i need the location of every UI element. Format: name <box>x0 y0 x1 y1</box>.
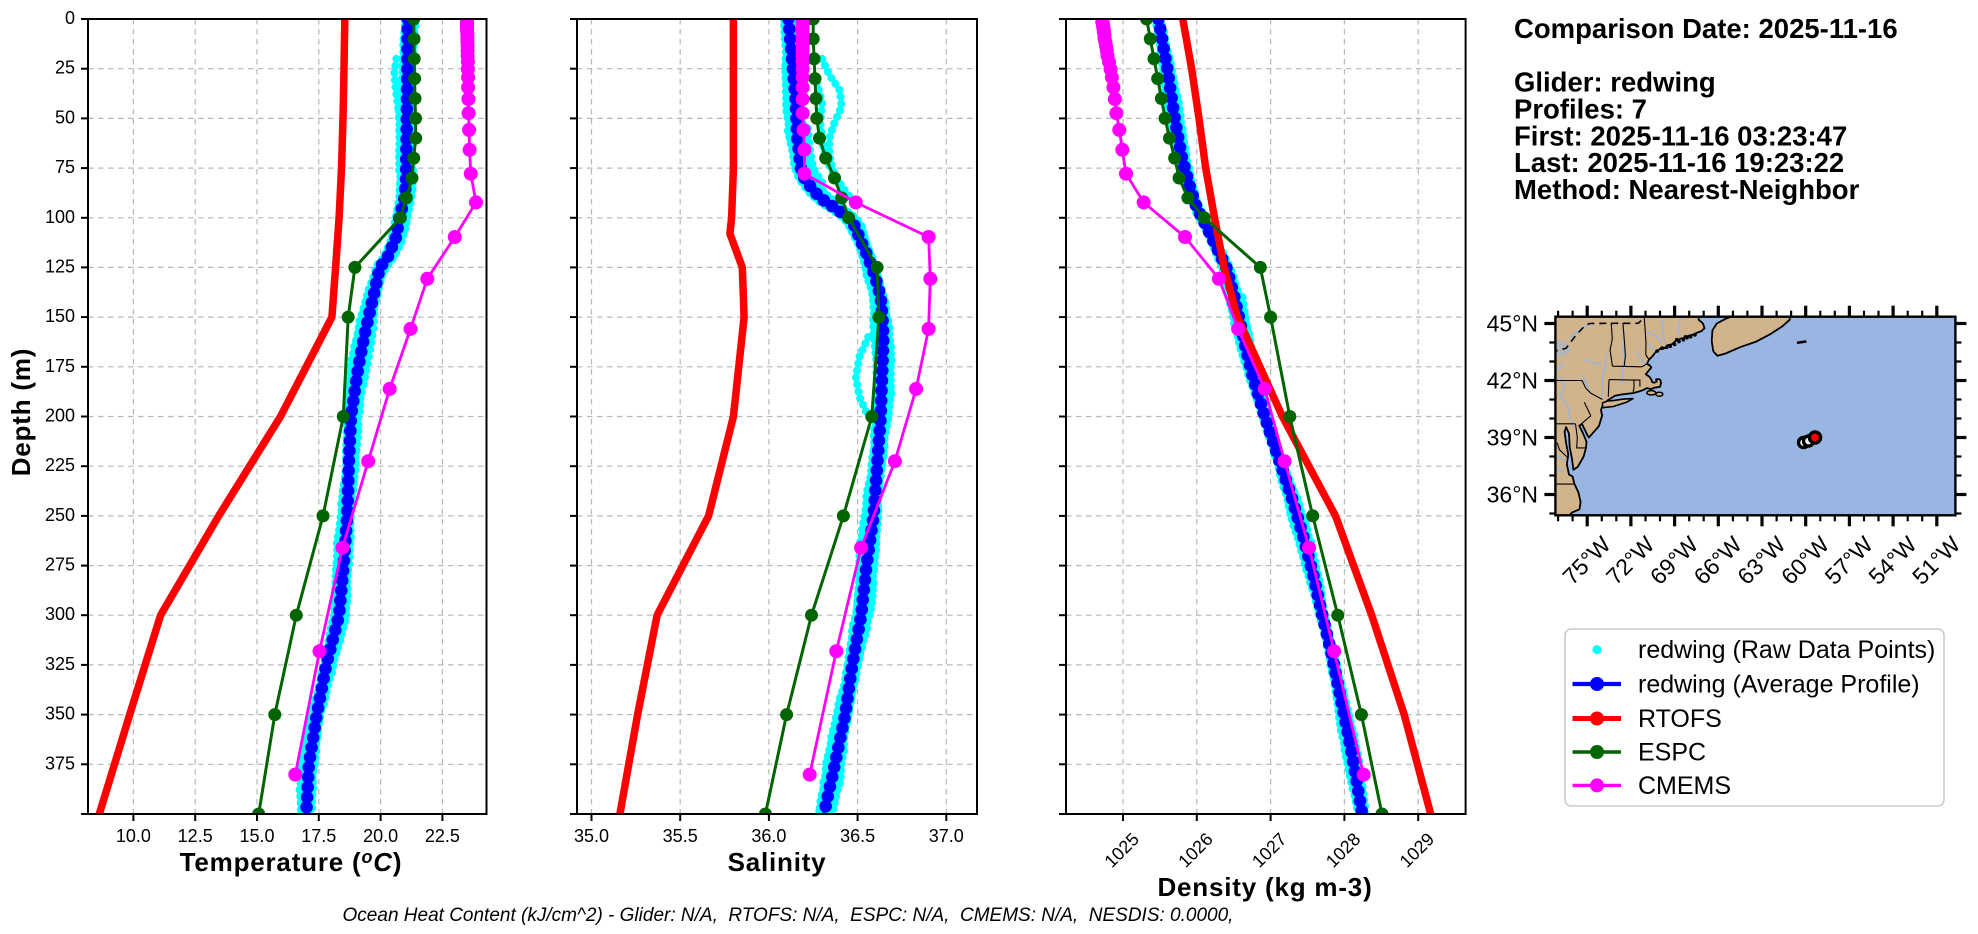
svg-text:125: 125 <box>45 256 75 276</box>
svg-text:200: 200 <box>45 406 75 426</box>
svg-text:Comparison Date: 2025-11-16: Comparison Date: 2025-11-16 <box>1514 13 1898 44</box>
svg-text:225: 225 <box>45 455 75 475</box>
svg-text:150: 150 <box>45 306 75 326</box>
svg-text:35.5: 35.5 <box>663 826 698 846</box>
svg-text:45°N: 45°N <box>1487 311 1538 337</box>
svg-text:300: 300 <box>45 604 75 624</box>
svg-text:35.0: 35.0 <box>574 826 609 846</box>
svg-text:Depth (m): Depth (m) <box>6 348 36 477</box>
svg-text:Salinity: Salinity <box>728 847 827 877</box>
svg-text:36.5: 36.5 <box>840 826 875 846</box>
svg-text:10.0: 10.0 <box>116 826 151 846</box>
svg-text:36.0: 36.0 <box>751 826 786 846</box>
svg-text:350: 350 <box>45 704 75 724</box>
svg-text:RTOFS: RTOFS <box>1638 705 1722 733</box>
svg-text:15.0: 15.0 <box>239 826 274 846</box>
svg-text:39°N: 39°N <box>1487 425 1538 451</box>
svg-text:375: 375 <box>45 753 75 773</box>
svg-text:275: 275 <box>45 555 75 575</box>
svg-text:First: 2025-11-16 03:23:47: First: 2025-11-16 03:23:47 <box>1514 121 1847 152</box>
svg-text:22.5: 22.5 <box>425 826 460 846</box>
svg-text:25: 25 <box>55 58 75 78</box>
svg-text:CMEMS: CMEMS <box>1638 772 1731 800</box>
svg-text:redwing (Average Profile): redwing (Average Profile) <box>1638 671 1920 699</box>
svg-text:Ocean Heat Content (kJ/cm^2) -: Ocean Heat Content (kJ/cm^2) - Glider: N… <box>343 905 1234 926</box>
svg-text:17.5: 17.5 <box>301 826 336 846</box>
svg-text:redwing (Raw Data Points): redwing (Raw Data Points) <box>1638 636 1935 664</box>
svg-text:ESPC: ESPC <box>1638 739 1706 767</box>
svg-text:100: 100 <box>45 207 75 227</box>
svg-text:0: 0 <box>65 8 75 28</box>
svg-text:50: 50 <box>55 107 75 127</box>
svg-text:Method: Nearest-Neighbor: Method: Nearest-Neighbor <box>1514 174 1860 205</box>
svg-text:12.5: 12.5 <box>178 826 213 846</box>
svg-text:Profiles: 7: Profiles: 7 <box>1514 94 1647 125</box>
svg-text:36°N: 36°N <box>1487 482 1538 508</box>
svg-text:325: 325 <box>45 654 75 674</box>
svg-text:175: 175 <box>45 356 75 376</box>
svg-text:Density (kg m-3): Density (kg m-3) <box>1157 872 1372 902</box>
svg-text:42°N: 42°N <box>1487 368 1538 394</box>
svg-text:Glider: redwing: Glider: redwing <box>1514 67 1716 98</box>
svg-text:37.0: 37.0 <box>929 826 964 846</box>
svg-text:250: 250 <box>45 505 75 525</box>
svg-text:Last: 2025-11-16 19:23:22: Last: 2025-11-16 19:23:22 <box>1514 147 1844 178</box>
svg-text:75: 75 <box>55 157 75 177</box>
svg-text:20.0: 20.0 <box>363 826 398 846</box>
